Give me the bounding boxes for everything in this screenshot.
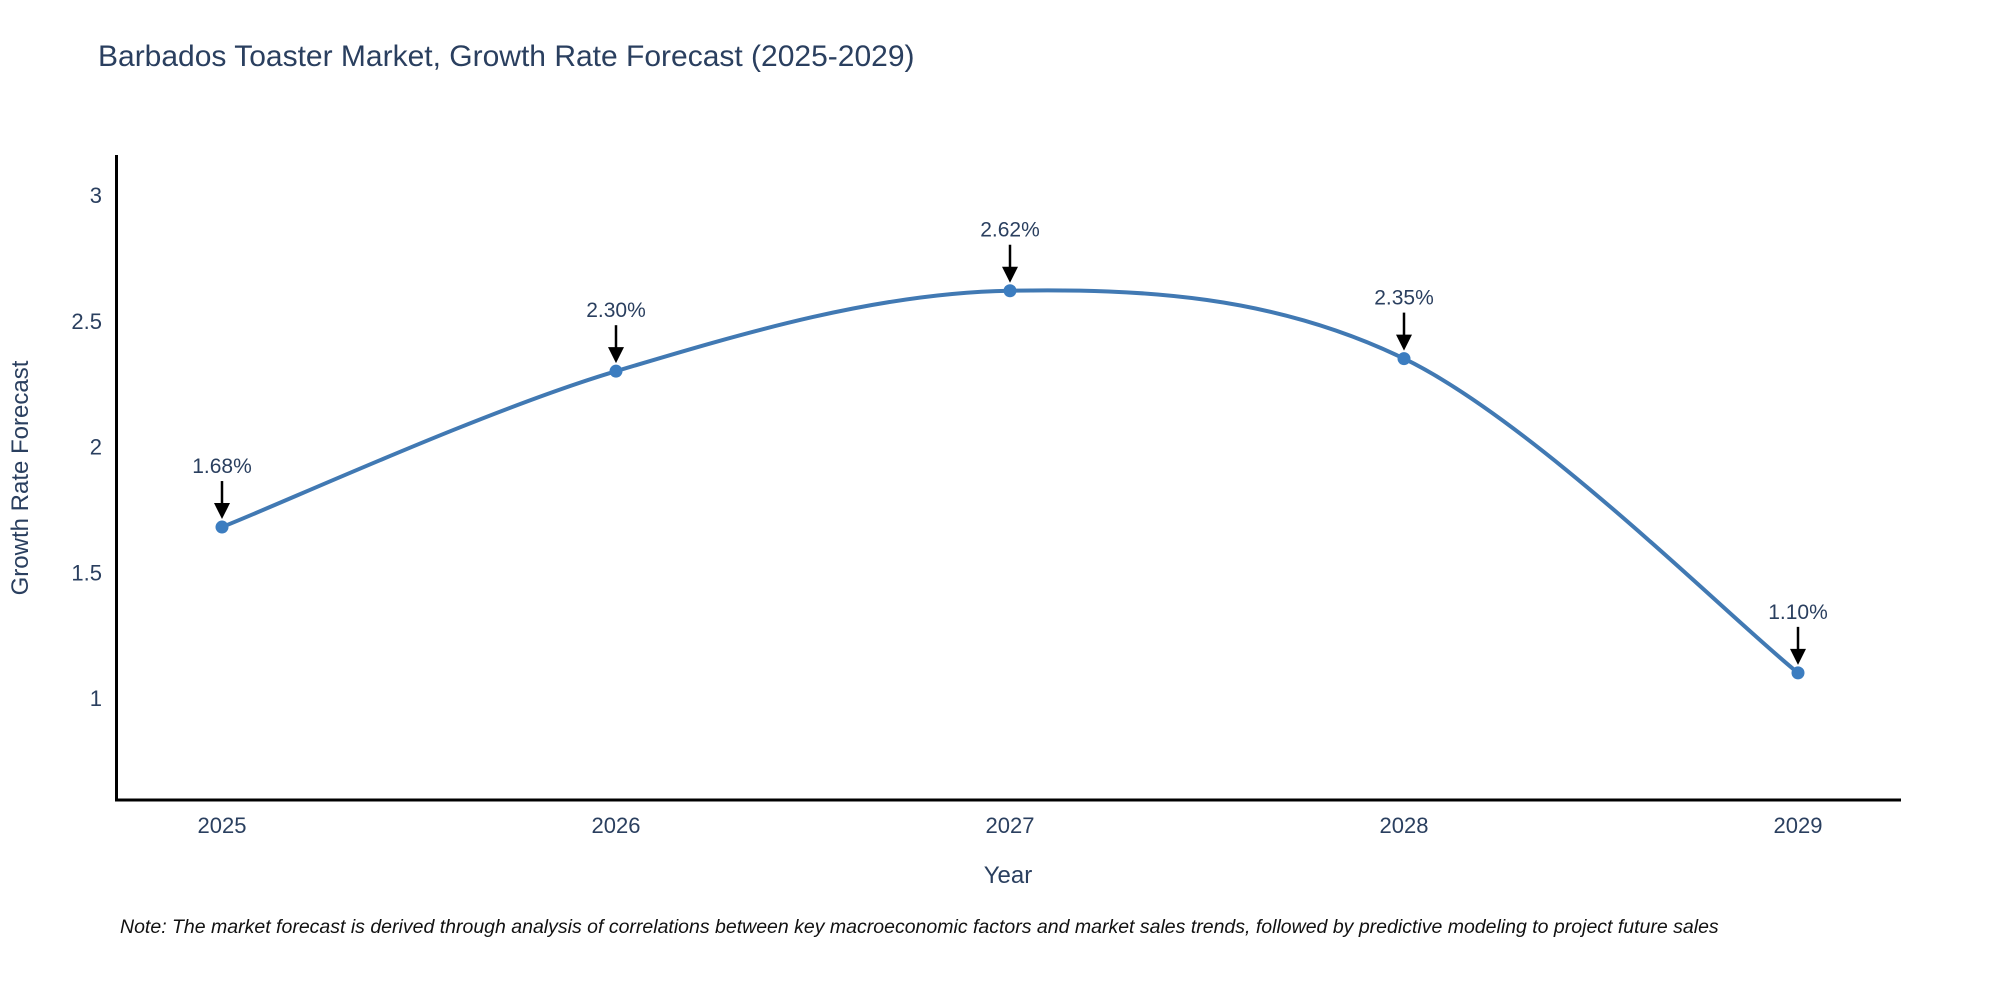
y-tick-label: 3 xyxy=(90,183,102,208)
annotation-arrowhead-icon xyxy=(1396,334,1412,351)
data-point-marker[interactable] xyxy=(215,520,229,534)
data-point-marker[interactable] xyxy=(1397,352,1411,366)
annotation-arrowhead-icon xyxy=(1002,266,1018,283)
data-point-label: 2.35% xyxy=(1374,287,1434,310)
x-tick-label: 2025 xyxy=(198,813,247,838)
x-axis-title: Year xyxy=(984,862,1033,889)
x-tick-label: 2027 xyxy=(986,813,1035,838)
y-tick-label: 1.5 xyxy=(71,560,102,585)
x-tick-label: 2029 xyxy=(1774,813,1823,838)
chart-title: Barbados Toaster Market, Growth Rate For… xyxy=(98,40,915,73)
plot-generated-layer: 1 1.5 2 2.5 3 2025 2026 2027 2028 2029 1.68% 2.30% 2… xyxy=(71,155,1901,838)
annotation-arrowhead-icon xyxy=(214,503,230,520)
x-tick-label: 2028 xyxy=(1380,813,1429,838)
annotation-arrowhead-icon xyxy=(608,347,624,364)
data-point-label: 1.68% xyxy=(192,455,252,478)
y-axis-title: Growth Rate Forecast xyxy=(7,360,34,595)
forecast-line xyxy=(221,288,1800,675)
y-tick-label: 2.5 xyxy=(71,309,102,334)
data-point-label: 2.30% xyxy=(586,299,646,322)
footnote: Note: The market forecast is derived thr… xyxy=(120,916,1719,938)
data-point-marker[interactable] xyxy=(1791,666,1805,680)
y-tick-label: 1 xyxy=(90,686,102,711)
x-tick-label: 2026 xyxy=(592,813,641,838)
data-point-marker[interactable] xyxy=(609,364,623,378)
annotation-arrowhead-icon xyxy=(1790,648,1806,665)
data-point-label: 1.10% xyxy=(1768,601,1828,624)
y-tick-label: 2 xyxy=(90,435,102,460)
data-point-label: 2.62% xyxy=(980,219,1040,242)
data-point-marker[interactable] xyxy=(1003,284,1017,298)
